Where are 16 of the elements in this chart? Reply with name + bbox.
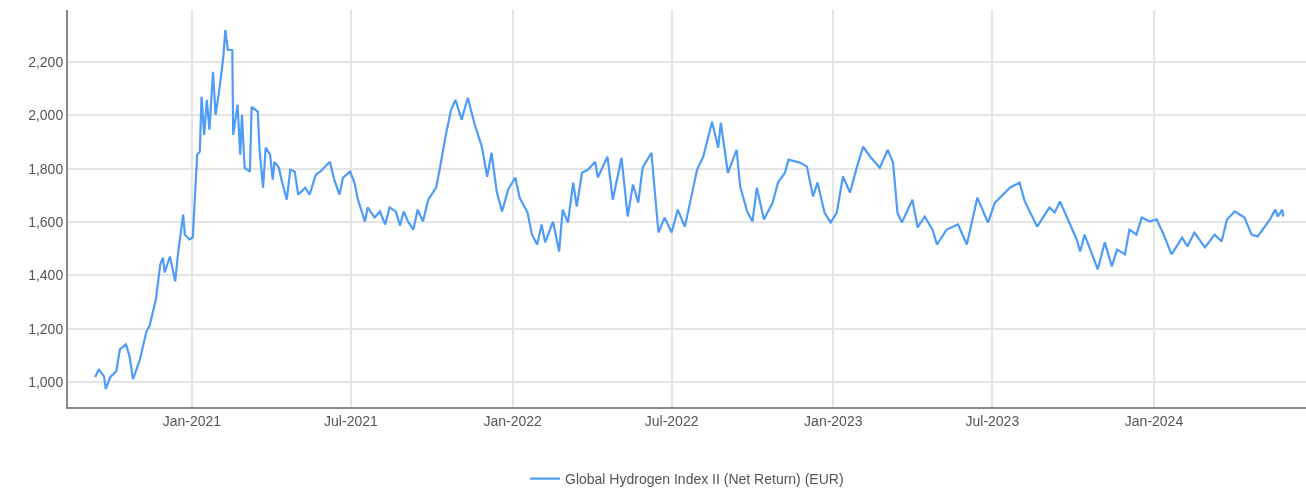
x-tick-label: Jan-2023 <box>804 412 863 429</box>
x-tick-label: Jul-2023 <box>965 412 1020 429</box>
y-tick-label: 1,000 <box>28 374 64 391</box>
x-tick-label: Jul-2022 <box>644 412 699 429</box>
x-tick-label: Jan-2024 <box>1124 412 1184 429</box>
x-tick-label: Jan-2022 <box>483 412 542 429</box>
line-series <box>94 28 1285 391</box>
y-tick-label: 2,200 <box>28 53 64 70</box>
x-tick-label: Jan-2021 <box>162 412 222 429</box>
y-tick-label: 1,400 <box>28 267 64 284</box>
y-tick-label: 2,000 <box>28 107 64 124</box>
y-tick-label: 1,200 <box>28 320 64 337</box>
y-tick-label: 1,600 <box>28 214 64 231</box>
x-tick-label: Jul-2021 <box>324 412 378 429</box>
legend-label: Global Hydrogen Index II (Net Return) (EUR) <box>565 471 844 488</box>
y-tick-label: 1,800 <box>28 160 64 177</box>
